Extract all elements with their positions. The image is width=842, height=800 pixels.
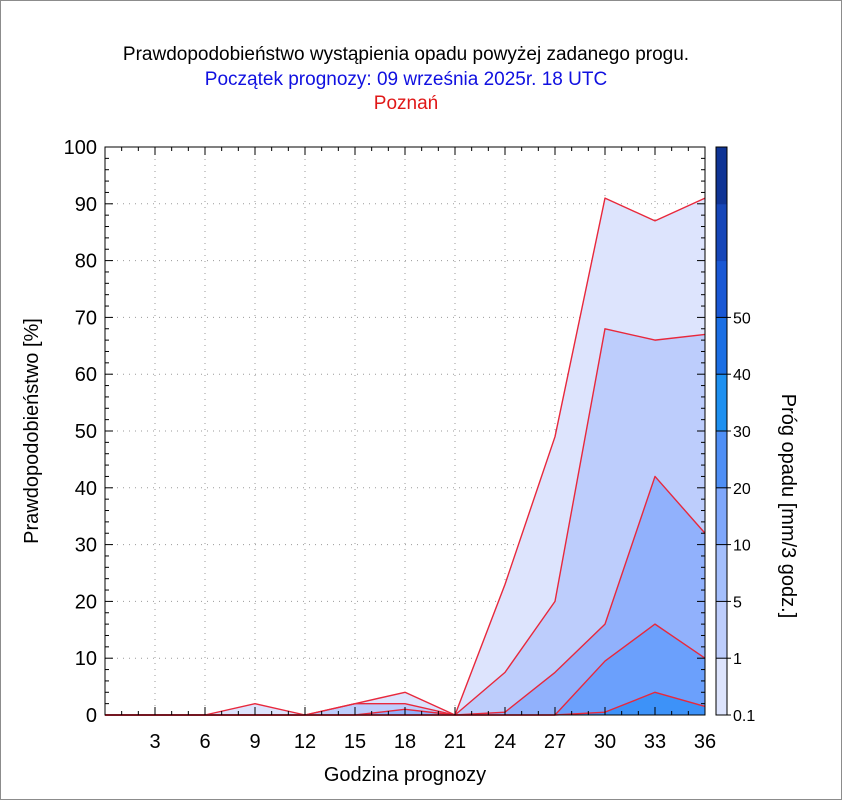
x-tick-label: 9 (249, 731, 260, 753)
y-tick-label: 90 (75, 194, 97, 216)
x-tick-label: 36 (694, 731, 716, 753)
colorbar-tick-label: 1 (733, 651, 742, 668)
area-band-4 (105, 692, 705, 715)
x-tick-label: 24 (494, 731, 516, 753)
y-tick-label: 30 (75, 535, 97, 557)
colorbar-tick-label: 0.1 (733, 708, 755, 725)
colorbar-segment (716, 544, 727, 602)
x-tick-label: 21 (444, 731, 466, 753)
colorbar-segment (716, 317, 727, 375)
colorbar-segment (716, 601, 727, 659)
chart-subtitle: Początek prognozy: 09 września 2025r. 18… (204, 69, 608, 90)
y-tick-label: 50 (75, 421, 97, 443)
colorbar-segment (716, 431, 727, 489)
area-layer (105, 198, 705, 715)
colorbar-tick-label: 20 (733, 481, 751, 498)
y-axis-label: Prawdopodobieństwo [%] (21, 318, 43, 544)
colorbar-segment (716, 487, 727, 546)
colorbar-tick-label: 40 (733, 367, 751, 384)
x-tick-label: 33 (644, 731, 666, 753)
y-tick-label: 10 (75, 648, 97, 670)
x-tick-label: 18 (394, 731, 416, 753)
colorbar-tick-label: 50 (733, 310, 751, 327)
x-tick-label: 15 (344, 731, 366, 753)
colorbar-tick-label: 30 (733, 424, 751, 441)
colorbar-tick-label: 5 (733, 594, 742, 611)
y-tick-label: 100 (64, 137, 97, 159)
area-band-1 (105, 328, 705, 715)
x-tick-label: 3 (149, 731, 160, 753)
colorbar-segment (716, 203, 727, 262)
y-tick-label: 60 (75, 364, 97, 386)
colorbar-segment (716, 374, 727, 432)
colorbar-segment (716, 147, 727, 205)
x-axis-label: Godzina prognozy (324, 764, 486, 786)
colorbar-label: Próg opadu [mm/3 godz.] (777, 394, 799, 619)
x-tick-label: 27 (544, 731, 566, 753)
x-tick-label: 12 (294, 731, 316, 753)
axis-layer: 3 6 9 12 15 18 21 24 27 30 33 360102030405060708090… (64, 137, 717, 753)
y-tick-label: 20 (75, 591, 97, 613)
location-label: Poznań (373, 93, 439, 114)
y-tick-label: 40 (75, 478, 97, 500)
chart-title: Prawdopodobieństwo wystąpienia opadu pow… (122, 44, 690, 65)
colorbar: 0.1 1 5 10 20 30 40 50 (715, 146, 755, 725)
area-band-3 (105, 624, 705, 715)
area-band-0 (105, 198, 705, 715)
y-tick-label: 0 (86, 705, 97, 727)
x-tick-label: 30 (594, 731, 616, 753)
x-tick-label: 6 (199, 731, 210, 753)
y-tick-label: 70 (75, 307, 97, 329)
colorbar-segment (716, 260, 727, 318)
y-tick-label: 80 (75, 251, 97, 273)
colorbar-segment (716, 658, 727, 716)
colorbar-tick-label: 10 (733, 538, 751, 555)
